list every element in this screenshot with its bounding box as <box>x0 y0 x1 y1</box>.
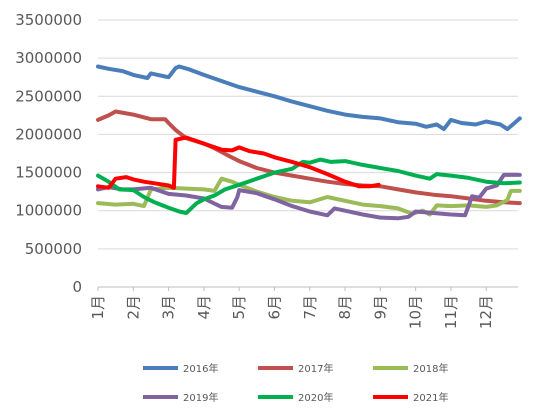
series-line-6 <box>96 135 381 190</box>
y-tick-label: 1500000 <box>15 164 82 182</box>
y-tick-label: 1000000 <box>15 202 82 220</box>
y-tick-label: 3500000 <box>15 11 82 29</box>
x-tick-label: 11月 <box>442 295 460 329</box>
y-tick-label: 0 <box>72 278 82 296</box>
series-line-5 <box>96 157 522 215</box>
x-tick-label: 12月 <box>477 295 495 329</box>
legend-label-3: 2018年 <box>413 362 448 375</box>
series-line-4 <box>96 172 522 221</box>
x-tick-label: 1月 <box>89 295 107 320</box>
legend-label-1: 2016年 <box>183 362 218 375</box>
legend-label-6: 2021年 <box>413 391 448 404</box>
x-tick-label: 6月 <box>265 295 283 320</box>
x-tick-label: 9月 <box>371 295 389 320</box>
x-tick-label: 8月 <box>336 295 354 320</box>
legend-label-5: 2020年 <box>298 391 333 404</box>
legend-label-4: 2019年 <box>183 391 218 404</box>
y-tick-label: 2500000 <box>15 87 82 105</box>
y-tick-label: 3000000 <box>15 49 82 67</box>
y-tick-label: 2000000 <box>15 125 82 143</box>
x-tick-label: 3月 <box>160 295 178 320</box>
legend: 2016年 2017年 2018年 2019年 2020年 2021年 <box>143 362 448 404</box>
series-group <box>96 64 522 221</box>
x-tick-label: 7月 <box>301 295 319 320</box>
y-axis: 0 500000 1000000 1500000 2000000 2500000 30000… <box>15 11 82 296</box>
grid-lines <box>98 19 518 250</box>
y-tick-label: 500000 <box>25 240 82 258</box>
x-axis: 1月 2月 3月 4月 5月 6月 7月 8月 9月 10月 11月 12月 <box>89 286 518 329</box>
x-tick-label: 10月 <box>407 295 425 329</box>
series-line-1 <box>96 64 522 132</box>
x-tick-label: 4月 <box>195 295 213 320</box>
x-tick-label: 5月 <box>230 295 248 320</box>
legend-label-2: 2017年 <box>298 362 333 375</box>
x-tick-label: 2月 <box>124 295 142 320</box>
